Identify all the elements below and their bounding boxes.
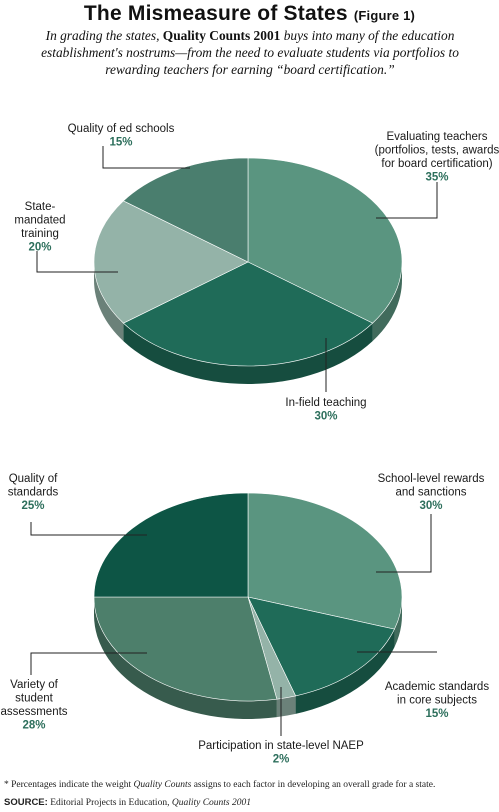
pie-side-in-field-teaching (123, 323, 373, 385)
pie-side-school-level-rewards-and-sanctions (394, 597, 402, 648)
leader-line-evaluating-teachers-portfolios-tests-awards-for-board-certification (376, 182, 438, 219)
slice-percent-quality-of-ed-schools: 15% (109, 137, 132, 149)
pie-chart-standards (93, 492, 403, 720)
slice-label-academic-standards-in-core-subjects: in core subjects (397, 695, 477, 707)
slice-label-variety-of-student-assessments: Variety of (10, 679, 59, 691)
slice-label-quality-of-standards: standards (8, 487, 59, 499)
slice-percent-variety-of-student-assessments: 28% (22, 720, 45, 732)
slice-percent-evaluating-teachers-portfolios-tests-awards-for-board-certification: 35% (425, 172, 448, 184)
slice-percent-in-field-teaching: 30% (314, 411, 337, 423)
pie-side-academic-standards-in-core-subjects (295, 629, 395, 714)
slice-percent-state-mandated-training: 20% (28, 242, 51, 254)
pie-side-state-mandated-training (94, 262, 124, 342)
slice-label-state-mandated-training: State- (25, 201, 56, 213)
footnote-pre: * Percentages indicate the weight (4, 780, 134, 790)
page-title: The Mismeasure of States (Figure 1) (0, 2, 499, 26)
subtitle-pre: In grading the states, (45, 28, 163, 43)
slice-label-school-level-rewards-and-sanctions: School-level rewards (378, 473, 485, 485)
slice-percent-participation-in-state-level-naep: 2% (273, 754, 290, 766)
slice-percent-quality-of-standards: 25% (21, 500, 44, 512)
footnote-italic: Quality Counts (133, 780, 192, 790)
slice-label-state-mandated-training: mandated (14, 215, 65, 227)
pie-slice-state-mandated-training (93, 200, 249, 324)
slice-label-evaluating-teachers-portfolios-tests-awards-for-board-certification: (portfolios, tests, awards (375, 145, 499, 157)
pie-slice-quality-of-standards (93, 492, 249, 598)
subtitle-bold: Quality Counts 2001 (162, 28, 281, 43)
footnote-post: assigns to each factor in developing an … (191, 780, 436, 790)
pie-slice-evaluating-teachers-portfolios-tests-awards-for-board-certification (247, 157, 403, 324)
slice-label-in-field-teaching: In-field teaching (285, 397, 366, 409)
source-italic: Quality Counts 2001 (171, 798, 251, 808)
slice-label-academic-standards-in-core-subjects: Academic standards (385, 681, 489, 693)
slice-label-evaluating-teachers-portfolios-tests-awards-for-board-certification: Evaluating teachers (386, 131, 487, 143)
pie-slice-school-level-rewards-and-sanctions (247, 492, 403, 630)
pie-side-evaluating-teachers-portfolios-tests-awards-for-board-certification (372, 262, 402, 342)
footnote: * Percentages indicate the weight Qualit… (4, 780, 498, 790)
leader-line-state-mandated-training (36, 251, 118, 273)
slice-label-participation-in-state-level-naep: Participation in state-level NAEP (198, 740, 364, 752)
slice-label-state-mandated-training: training (21, 228, 59, 240)
leader-line-quality-of-ed-schools (102, 146, 190, 169)
leader-line-school-level-rewards-and-sanctions (376, 514, 432, 573)
slice-percent-school-level-rewards-and-sanctions: 30% (419, 500, 442, 512)
subtitle: In grading the states, Quality Counts 20… (30, 27, 470, 78)
figure-label: (Figure 1) (353, 8, 416, 23)
pie-1-labels: Evaluating teachers (portfolios, tests, a… (14, 123, 499, 423)
pie-slice-academic-standards-in-core-subjects (247, 596, 395, 697)
slice-label-school-level-rewards-and-sanctions: and sanctions (396, 487, 467, 499)
slice-percent-academic-standards-in-core-subjects: 15% (425, 708, 448, 720)
leader-line-quality-of-standards (30, 522, 147, 536)
pie-slice-quality-of-ed-schools (123, 157, 249, 263)
pie-side-variety-of-student-assessments (94, 597, 277, 720)
pie-slice-variety-of-student-assessments (93, 596, 278, 702)
source-line: SOURCE: Editorial Projects in Education,… (4, 797, 498, 808)
slice-label-evaluating-teachers-portfolios-tests-awards-for-board-certification: for board certification) (381, 158, 492, 170)
source-pre: Editorial Projects in Education, (47, 798, 172, 808)
subtitle-post: buys into many of the education establis… (41, 28, 459, 77)
pie-slice-in-field-teaching (123, 261, 373, 367)
slice-label-variety-of-student-assessments: assessments (0, 706, 67, 718)
slice-label-quality-of-ed-schools: Quality of ed schools (68, 123, 175, 135)
source-label: SOURCE: (4, 797, 48, 808)
leader-line-variety-of-student-assessments (30, 652, 147, 675)
pie-chart-teacher-quality (93, 157, 403, 385)
title-text: The Mismeasure of States (83, 2, 348, 25)
slice-label-variety-of-student-assessments: student (15, 693, 54, 705)
pie-side-participation-in-state-level-naep (276, 695, 296, 718)
slice-label-quality-of-standards: Quality of (9, 473, 58, 485)
